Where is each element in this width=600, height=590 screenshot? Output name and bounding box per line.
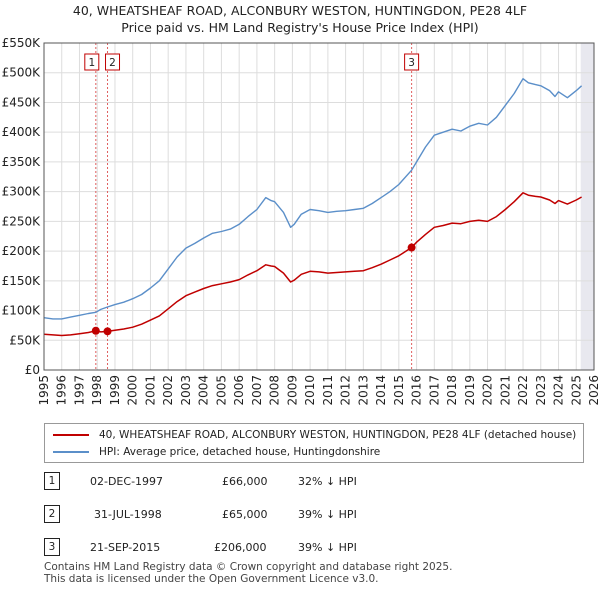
sale-price: £206,000 <box>214 541 267 554</box>
sale-marker-labels: 1 2 3 <box>84 53 420 71</box>
sale-date: 31-JUL-1998 <box>94 508 162 521</box>
legend-label-property: 40, WHEATSHEAF ROAD, ALCONBURY WESTON, H… <box>99 429 577 441</box>
x-tick-label: 2010 <box>303 375 317 406</box>
sale-marker-number: 2 <box>109 57 116 69</box>
x-tick-label: 2012 <box>339 375 353 406</box>
x-tick-label: 2006 <box>232 375 246 406</box>
legend-item-hpi: HPI: Average price, detached house, Hunt… <box>53 444 380 460</box>
x-tick-label: 1997 <box>72 375 86 406</box>
y-tick-label: £150K <box>2 274 42 288</box>
grid <box>43 42 595 371</box>
sale-point <box>103 327 112 336</box>
y-tick-label: £250K <box>2 214 42 228</box>
x-tick-label: 2018 <box>445 375 459 406</box>
x-tick-label: 2026 <box>587 375 600 406</box>
sale-marker-lines <box>95 43 413 370</box>
legend-swatch-hpi <box>53 451 89 453</box>
sale-hpi-diff: 39% ↓ HPI <box>298 541 357 554</box>
y-tick-label: £100K <box>2 304 42 318</box>
sale-price: £66,000 <box>222 475 268 488</box>
y-tick-label: £400K <box>2 125 42 139</box>
chart-title: 40, WHEATSHEAF ROAD, ALCONBURY WESTON, H… <box>0 2 600 36</box>
x-tick-label: 2022 <box>516 375 530 406</box>
x-tick-label: 2015 <box>392 375 406 406</box>
x-tick-label: 2017 <box>427 375 441 406</box>
x-tick-label: 2004 <box>197 375 211 406</box>
plot-border <box>43 42 595 371</box>
sale-marker-number: 3 <box>408 57 415 69</box>
legend-label-hpi: HPI: Average price, detached house, Hunt… <box>99 446 381 458</box>
price-chart: 1 2 3 £0 £50K £100K £150K £200K £250K £300K £350K… <box>2 36 600 406</box>
x-tick-label: 2001 <box>143 375 157 406</box>
x-axis: 1995 1996 1997 1998 1999 2000 2001 2002 2003 2004… <box>37 375 600 406</box>
x-tick-label: 2003 <box>179 375 193 406</box>
sale-price: £65,000 <box>222 508 268 521</box>
x-tick-label: 2024 <box>552 375 566 406</box>
sale-points <box>91 243 416 336</box>
legend: 40, WHEATSHEAF ROAD, ALCONBURY WESTON, H… <box>44 423 584 463</box>
sale-point <box>91 326 100 335</box>
future-shade <box>580 43 594 370</box>
y-tick-label: £450K <box>2 95 42 109</box>
sale-marker-box <box>404 53 420 71</box>
x-tick-label: 1998 <box>90 375 104 406</box>
x-tick-label: 2000 <box>126 375 140 406</box>
sale-number-badge: 3 <box>44 538 60 556</box>
sale-marker-number: 1 <box>88 57 95 69</box>
sale-date: 02-DEC-1997 <box>90 475 164 488</box>
x-tick-label: 2011 <box>321 375 335 406</box>
footer: Contains HM Land Registry data © Crown c… <box>44 561 452 585</box>
x-tick-label: 2002 <box>161 375 175 406</box>
x-tick-label: 2009 <box>285 375 299 406</box>
x-tick-label: 1996 <box>55 375 69 406</box>
footer-line-1: Contains HM Land Registry data © Crown c… <box>44 561 453 573</box>
series-lines <box>43 77 583 337</box>
sale-number-badge: 2 <box>44 505 60 523</box>
y-tick-label: £0 <box>25 363 40 377</box>
x-tick-label: 1999 <box>108 375 122 406</box>
legend-swatch-property <box>53 434 89 436</box>
sale-hpi-diff: 32% ↓ HPI <box>298 475 357 488</box>
y-tick-label: £50K <box>9 333 41 347</box>
x-tick-label: 2023 <box>534 375 548 406</box>
title-line-1: 40, WHEATSHEAF ROAD, ALCONBURY WESTON, H… <box>72 3 528 18</box>
x-tick-label: 2019 <box>463 375 477 406</box>
legend-item-property: 40, WHEATSHEAF ROAD, ALCONBURY WESTON, H… <box>53 427 576 443</box>
y-tick-label: £350K <box>2 155 42 169</box>
sale-number-badge: 1 <box>44 472 60 490</box>
x-tick-label: 2007 <box>250 375 264 406</box>
x-tick-label: 2013 <box>356 375 370 406</box>
sale-marker-box <box>84 53 100 71</box>
title-line-2: Price paid vs. HM Land Registry's House … <box>121 20 479 35</box>
y-axis: £0 £50K £100K £150K £200K £250K £300K £350K £400… <box>2 36 42 377</box>
hpi-line <box>43 77 583 320</box>
x-tick-label: 2025 <box>569 375 583 406</box>
x-tick-label: 2021 <box>498 375 512 406</box>
sale-marker-box <box>105 53 121 71</box>
y-tick-label: £550K <box>2 36 42 50</box>
sale-point <box>407 243 416 252</box>
sale-date: 21-SEP-2015 <box>90 541 161 554</box>
sale-hpi-diff: 39% ↓ HPI <box>298 508 357 521</box>
x-tick-label: 2008 <box>268 375 282 406</box>
footer-line-2: This data is licensed under the Open Gov… <box>44 573 379 585</box>
x-tick-label: 2014 <box>374 375 388 406</box>
y-tick-label: £500K <box>2 66 42 80</box>
y-tick-label: £200K <box>2 244 42 258</box>
x-tick-label: 2020 <box>481 375 495 406</box>
property-price-line <box>43 192 582 337</box>
x-tick-label: 2016 <box>410 375 424 406</box>
y-tick-label: £300K <box>2 185 42 199</box>
x-tick-label: 1995 <box>37 375 51 406</box>
x-tick-label: 2005 <box>214 375 228 406</box>
